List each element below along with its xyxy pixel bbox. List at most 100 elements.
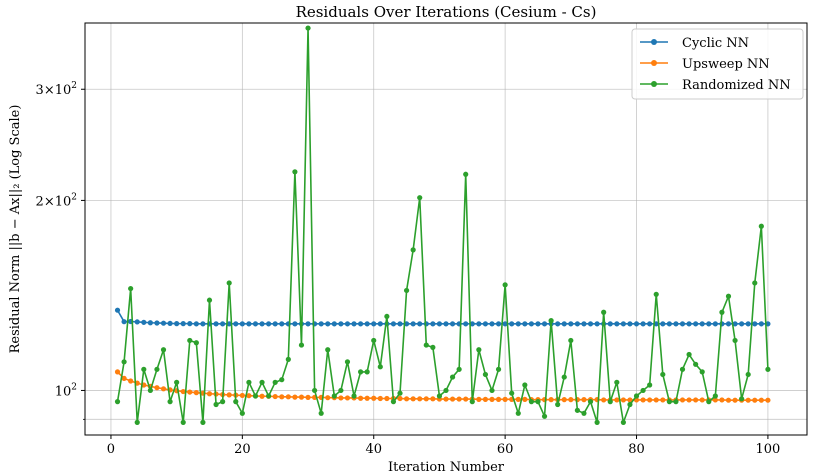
data-point-upsweep-nn xyxy=(325,395,331,401)
data-point-upsweep-nn xyxy=(482,396,489,402)
data-point-upsweep-nn xyxy=(745,397,751,403)
data-point-upsweep-nn xyxy=(344,395,351,401)
data-point-randomized-nn xyxy=(587,399,594,405)
data-point-cyclic-nn xyxy=(693,321,699,327)
data-point-cyclic-nn xyxy=(167,320,173,327)
data-point-upsweep-nn xyxy=(114,369,121,375)
data-point-cyclic-nn xyxy=(463,321,469,327)
data-point-randomized-nn xyxy=(712,393,718,399)
data-point-cyclic-nn xyxy=(266,321,272,327)
data-point-randomized-nn xyxy=(515,410,521,416)
data-point-cyclic-nn xyxy=(147,320,153,326)
data-point-randomized-nn xyxy=(377,364,383,370)
x-tick-label: 60 xyxy=(497,442,514,457)
data-point-cyclic-nn xyxy=(305,321,311,327)
data-point-cyclic-nn xyxy=(174,321,180,327)
data-point-cyclic-nn xyxy=(555,321,561,327)
data-point-randomized-nn xyxy=(423,342,429,348)
data-point-randomized-nn xyxy=(469,399,475,405)
data-point-cyclic-nn xyxy=(620,321,626,327)
data-point-cyclic-nn xyxy=(325,321,331,327)
x-axis-label: Iteration Number xyxy=(388,460,505,475)
data-point-randomized-nn xyxy=(397,390,403,396)
data-point-upsweep-nn xyxy=(620,397,626,403)
data-point-randomized-nn xyxy=(384,313,390,320)
data-point-upsweep-nn xyxy=(246,393,252,399)
data-point-upsweep-nn xyxy=(719,397,725,403)
legend-item-cyclic-nn: Cyclic NN xyxy=(640,36,749,51)
data-point-upsweep-nn xyxy=(160,386,167,392)
data-point-cyclic-nn xyxy=(614,321,620,327)
data-point-cyclic-nn xyxy=(633,321,640,327)
data-point-cyclic-nn xyxy=(469,321,475,327)
data-point-upsweep-nn xyxy=(686,397,692,403)
data-point-randomized-nn xyxy=(522,382,528,388)
data-point-upsweep-nn xyxy=(732,397,738,403)
data-point-cyclic-nn xyxy=(502,321,508,327)
data-point-randomized-nn xyxy=(417,195,423,201)
data-point-randomized-nn xyxy=(502,282,508,288)
data-point-cyclic-nn xyxy=(272,321,278,327)
data-point-randomized-nn xyxy=(574,407,580,413)
data-point-randomized-nn xyxy=(555,401,561,408)
data-point-randomized-nn xyxy=(679,366,686,372)
data-point-upsweep-nn xyxy=(430,396,436,402)
data-point-cyclic-nn xyxy=(581,321,587,327)
data-point-cyclic-nn xyxy=(154,320,160,326)
y-tick-label: 102 xyxy=(55,382,77,399)
series-randomized-nn xyxy=(114,25,771,425)
data-point-randomized-nn xyxy=(331,393,337,399)
data-point-cyclic-nn xyxy=(482,321,489,327)
data-point-cyclic-nn xyxy=(732,321,738,327)
data-point-cyclic-nn xyxy=(410,321,416,327)
data-point-cyclic-nn xyxy=(528,321,535,327)
data-point-randomized-nn xyxy=(279,377,285,383)
data-point-upsweep-nn xyxy=(272,393,278,400)
data-point-upsweep-nn xyxy=(725,397,732,403)
data-point-cyclic-nn xyxy=(114,307,121,313)
data-point-cyclic-nn xyxy=(193,321,199,327)
data-point-upsweep-nn xyxy=(443,396,449,402)
data-point-cyclic-nn xyxy=(443,321,449,327)
data-point-cyclic-nn xyxy=(246,321,252,327)
data-point-randomized-nn xyxy=(154,366,160,372)
data-point-upsweep-nn xyxy=(377,395,383,402)
data-point-randomized-nn xyxy=(449,374,456,380)
data-point-cyclic-nn xyxy=(745,321,751,327)
data-point-randomized-nn xyxy=(226,280,232,286)
data-point-randomized-nn xyxy=(436,393,443,399)
data-point-upsweep-nn xyxy=(154,385,160,391)
data-point-cyclic-nn xyxy=(607,321,613,327)
x-tick-label: 80 xyxy=(628,442,645,457)
data-point-cyclic-nn xyxy=(338,321,344,327)
data-point-randomized-nn xyxy=(601,309,607,315)
data-point-cyclic-nn xyxy=(594,321,600,327)
data-point-upsweep-nn xyxy=(417,396,423,402)
data-point-upsweep-nn xyxy=(239,392,245,399)
data-point-randomized-nn xyxy=(259,379,265,385)
series-lines xyxy=(114,25,771,425)
x-tick-label: 20 xyxy=(234,442,251,457)
data-point-cyclic-nn xyxy=(371,321,377,327)
data-point-cyclic-nn xyxy=(344,321,351,327)
x-tick-label: 0 xyxy=(107,442,115,457)
data-point-upsweep-nn xyxy=(358,395,364,401)
data-point-upsweep-nn xyxy=(647,397,653,403)
data-point-randomized-nn xyxy=(640,387,646,394)
data-point-randomized-nn xyxy=(482,371,489,378)
data-point-randomized-nn xyxy=(647,382,653,388)
data-point-randomized-nn xyxy=(489,387,495,394)
data-point-randomized-nn xyxy=(581,410,587,416)
data-point-upsweep-nn xyxy=(187,389,193,395)
data-point-upsweep-nn xyxy=(206,391,213,397)
data-point-randomized-nn xyxy=(495,366,502,372)
data-point-cyclic-nn xyxy=(292,321,298,327)
legend-label: Cyclic NN xyxy=(682,36,749,51)
legend: Cyclic NN Upsweep NN Randomized NN xyxy=(631,28,804,100)
data-point-upsweep-nn xyxy=(121,375,127,381)
data-point-randomized-nn xyxy=(174,379,180,385)
data-point-randomized-nn xyxy=(653,291,659,297)
data-point-randomized-nn xyxy=(568,337,574,344)
data-point-randomized-nn xyxy=(765,366,771,372)
